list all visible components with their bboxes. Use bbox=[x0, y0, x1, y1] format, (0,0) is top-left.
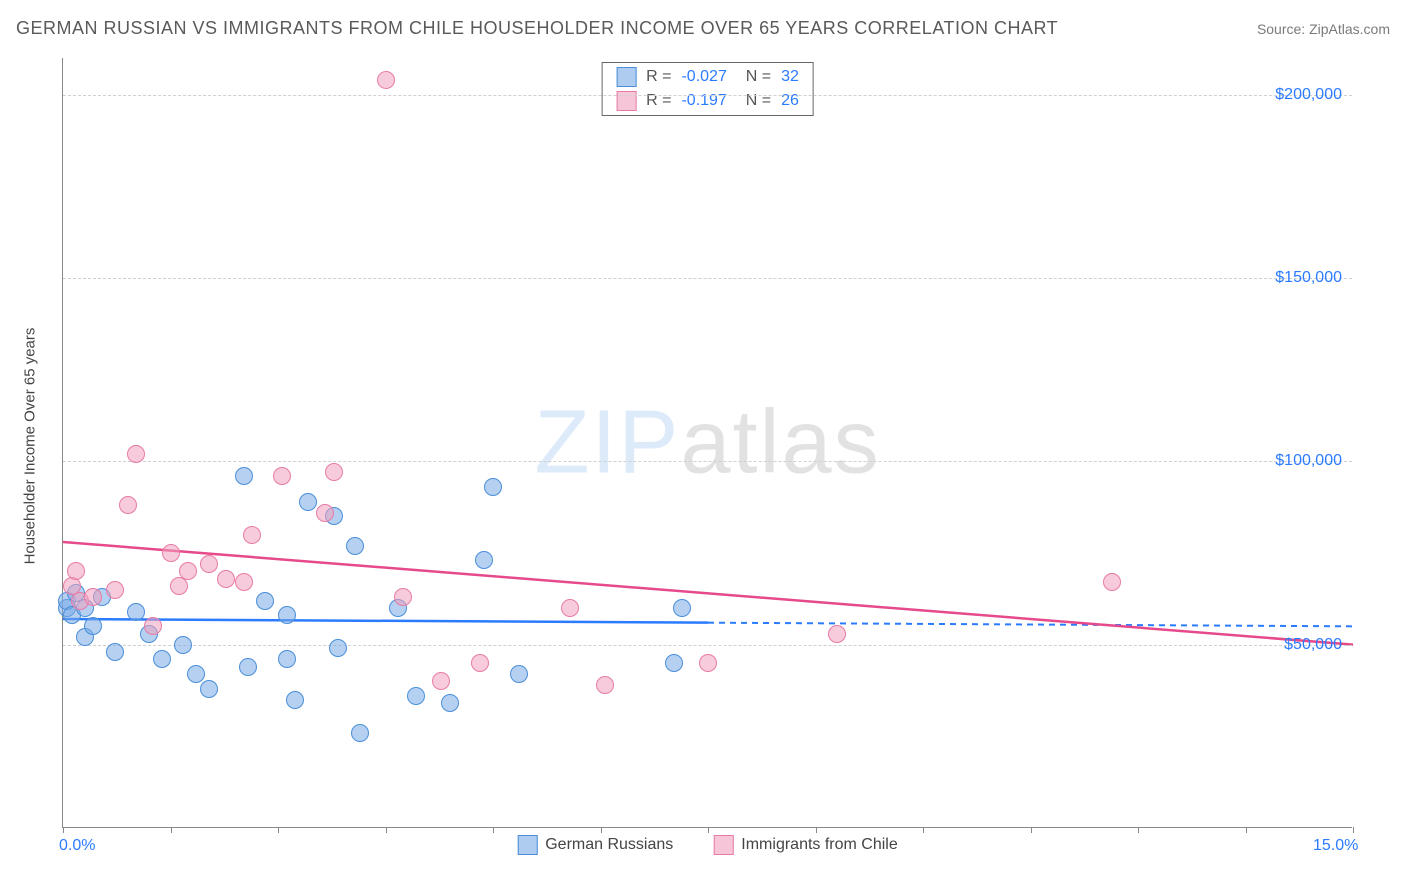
gridline bbox=[63, 645, 1352, 646]
data-point bbox=[665, 654, 683, 672]
x-tick bbox=[1353, 827, 1354, 833]
data-point bbox=[299, 493, 317, 511]
x-tick bbox=[1138, 827, 1139, 833]
y-tick-label: $200,000 bbox=[1275, 86, 1342, 104]
data-point bbox=[596, 676, 614, 694]
legend-item-1: Immigrants from Chile bbox=[713, 835, 897, 855]
data-point bbox=[239, 658, 257, 676]
data-point bbox=[471, 654, 489, 672]
data-point bbox=[441, 694, 459, 712]
data-point bbox=[286, 691, 304, 709]
y-axis-title: Householder Income Over 65 years bbox=[22, 328, 39, 565]
swatch-pink-icon bbox=[713, 835, 733, 855]
swatch-blue-icon bbox=[517, 835, 537, 855]
data-point bbox=[187, 665, 205, 683]
data-point bbox=[828, 625, 846, 643]
x-tick bbox=[1246, 827, 1247, 833]
x-axis-label: 0.0% bbox=[59, 837, 95, 855]
x-tick bbox=[923, 827, 924, 833]
legend-item-0: German Russians bbox=[517, 835, 673, 855]
x-axis-label: 15.0% bbox=[1313, 837, 1358, 855]
regression-lines bbox=[63, 58, 1352, 827]
data-point bbox=[144, 617, 162, 635]
r-value-0: -0.027 bbox=[681, 65, 726, 89]
x-tick bbox=[63, 827, 64, 833]
data-point bbox=[329, 639, 347, 657]
regression-line-0-dash bbox=[708, 623, 1353, 627]
data-point bbox=[278, 606, 296, 624]
gridline bbox=[63, 95, 1352, 96]
data-point bbox=[235, 573, 253, 591]
plot-area: ZIPatlas R = -0.027 N = 32 R = -0.197 N … bbox=[62, 58, 1352, 828]
chart-title: GERMAN RUSSIAN VS IMMIGRANTS FROM CHILE … bbox=[16, 18, 1058, 39]
n-label: N = bbox=[737, 89, 771, 113]
r-label: R = bbox=[646, 89, 671, 113]
series-legend: German Russians Immigrants from Chile bbox=[517, 835, 898, 855]
data-point bbox=[561, 599, 579, 617]
data-point bbox=[510, 665, 528, 683]
r-label: R = bbox=[646, 65, 671, 89]
data-point bbox=[119, 496, 137, 514]
data-point bbox=[127, 603, 145, 621]
data-point bbox=[325, 463, 343, 481]
data-point bbox=[67, 562, 85, 580]
y-tick-label: $100,000 bbox=[1275, 452, 1342, 470]
data-point bbox=[106, 581, 124, 599]
legend-label-1: Immigrants from Chile bbox=[741, 836, 897, 854]
x-tick bbox=[278, 827, 279, 833]
data-point bbox=[475, 551, 493, 569]
data-point bbox=[179, 562, 197, 580]
data-point bbox=[377, 71, 395, 89]
data-point bbox=[394, 588, 412, 606]
source-label: Source: ZipAtlas.com bbox=[1257, 21, 1390, 37]
y-tick-label: $150,000 bbox=[1275, 269, 1342, 287]
y-tick-label: $50,000 bbox=[1284, 636, 1342, 654]
data-point bbox=[316, 504, 334, 522]
data-point bbox=[174, 636, 192, 654]
data-point bbox=[1103, 573, 1121, 591]
data-point bbox=[273, 467, 291, 485]
gridline bbox=[63, 461, 1352, 462]
data-point bbox=[673, 599, 691, 617]
data-point bbox=[200, 680, 218, 698]
x-tick bbox=[601, 827, 602, 833]
data-point bbox=[484, 478, 502, 496]
x-tick bbox=[493, 827, 494, 833]
data-point bbox=[217, 570, 235, 588]
data-point bbox=[346, 537, 364, 555]
data-point bbox=[699, 654, 717, 672]
data-point bbox=[432, 672, 450, 690]
data-point bbox=[153, 650, 171, 668]
legend-label-0: German Russians bbox=[545, 836, 673, 854]
data-point bbox=[256, 592, 274, 610]
data-point bbox=[351, 724, 369, 742]
data-point bbox=[106, 643, 124, 661]
x-tick bbox=[708, 827, 709, 833]
x-tick bbox=[1031, 827, 1032, 833]
data-point bbox=[243, 526, 261, 544]
stats-row-1: R = -0.197 N = 26 bbox=[602, 89, 813, 113]
data-point bbox=[200, 555, 218, 573]
stats-row-0: R = -0.027 N = 32 bbox=[602, 65, 813, 89]
data-point bbox=[84, 617, 102, 635]
r-value-1: -0.197 bbox=[681, 89, 726, 113]
data-point bbox=[127, 445, 145, 463]
data-point bbox=[407, 687, 425, 705]
x-tick bbox=[816, 827, 817, 833]
data-point bbox=[278, 650, 296, 668]
data-point bbox=[235, 467, 253, 485]
data-point bbox=[162, 544, 180, 562]
x-tick bbox=[171, 827, 172, 833]
gridline bbox=[63, 278, 1352, 279]
x-tick bbox=[386, 827, 387, 833]
regression-line-1 bbox=[63, 542, 1353, 645]
swatch-blue-icon bbox=[616, 67, 636, 87]
stats-legend: R = -0.027 N = 32 R = -0.197 N = 26 bbox=[601, 62, 814, 116]
data-point bbox=[84, 588, 102, 606]
n-label: N = bbox=[737, 65, 771, 89]
n-value-1: 26 bbox=[781, 89, 799, 113]
n-value-0: 32 bbox=[781, 65, 799, 89]
